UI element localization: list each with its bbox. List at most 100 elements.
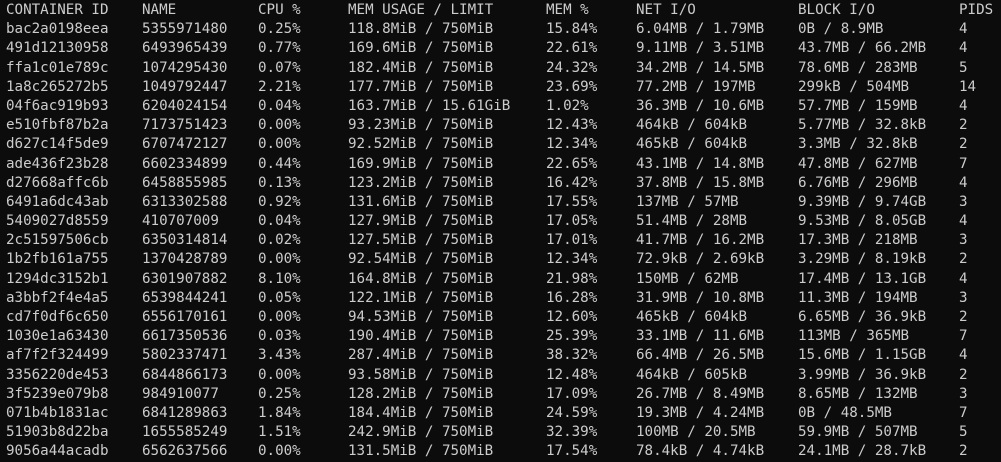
- mem-usage-cell: 93.23MiB / 750MiB: [348, 117, 494, 134]
- mem-pct-cell: 24.59%: [546, 404, 598, 421]
- block-io-cell: 17.4MB / 13.1GB: [798, 270, 927, 287]
- table-row: 1a8c265272b5 1049792447 2.21% 177.7MiB / 75…: [0, 78, 1001, 97]
- cpu-cell: 0.77%: [258, 40, 301, 57]
- block-io-cell: 6.76MB / 296MB: [798, 174, 918, 191]
- header-pids: PIDS: [959, 2, 994, 18]
- mem-pct-cell: 25.39%: [546, 328, 598, 345]
- pids-cell: 3: [959, 193, 968, 210]
- pids-cell: 4: [959, 347, 968, 364]
- cpu-cell: 0.25%: [258, 21, 301, 38]
- cpu-cell: 0.00%: [258, 309, 301, 325]
- block-io-cell: 17.3MB / 218MB: [798, 232, 918, 249]
- name-cell: 1049792447: [142, 78, 228, 95]
- mem-usage-cell: 92.54MiB / 750MiB: [348, 251, 494, 268]
- block-io-cell: 43.7MB / 66.2MB: [798, 40, 927, 57]
- net-io-cell: 37.8MB / 15.8MB: [636, 174, 765, 191]
- mem-pct-cell: 32.39%: [546, 424, 598, 441]
- mem-pct-cell: 22.65%: [546, 155, 598, 172]
- table-row: bac2a0198eea 5355971480 0.25% 118.8MiB / 75…: [0, 20, 1001, 39]
- table-row: 04f6ac919b93 6204024154 0.04% 163.7MiB / 15…: [0, 97, 1001, 116]
- table-row: 9056a44acadb 6562637566 0.00% 131.5MiB / 75…: [0, 442, 1001, 461]
- name-cell: 6350314814: [142, 232, 228, 249]
- pids-cell: 4: [959, 21, 968, 38]
- net-io-cell: 31.9MB / 10.8MB: [636, 289, 765, 306]
- pids-cell: 3: [959, 385, 968, 402]
- container-id-cell: af7f2f324499: [6, 347, 109, 364]
- table-row: 51903b8d22ba 1655585249 1.51% 242.9MiB / 75…: [0, 423, 1001, 442]
- pids-cell: 4: [959, 270, 968, 287]
- mem-usage-cell: 287.4MiB / 750MiB: [348, 347, 494, 364]
- mem-usage-cell: 118.8MiB / 750MiB: [348, 21, 494, 38]
- mem-usage-cell: 182.4MiB / 750MiB: [348, 59, 494, 76]
- name-cell: 7173751423: [142, 117, 228, 134]
- name-cell: 6841289863: [142, 404, 228, 421]
- container-id-cell: a3bbf2f4e4a5: [6, 289, 109, 306]
- mem-pct-cell: 22.61%: [546, 40, 598, 57]
- block-io-cell: 57.7MB / 159MB: [798, 97, 918, 114]
- block-io-cell: 113MB / 365MB: [798, 328, 910, 345]
- container-id-cell: 3f5239e079b8: [6, 385, 109, 402]
- mem-usage-cell: 190.4MiB / 750MiB: [348, 328, 494, 345]
- pids-cell: 5: [959, 424, 968, 441]
- mem-pct-cell: 16.42%: [546, 174, 598, 191]
- table-row: 5409027d8559 410707009 0.04% 127.9MiB / 750…: [0, 212, 1001, 231]
- block-io-cell: 11.3MB / 194MB: [798, 289, 918, 306]
- cpu-cell: 0.00%: [258, 443, 301, 460]
- net-io-cell: 41.7MB / 16.2MB: [636, 232, 765, 249]
- mem-usage-cell: 177.7MiB / 750MiB: [348, 78, 494, 95]
- container-id-cell: 51903b8d22ba: [6, 424, 109, 441]
- pids-cell: 2: [959, 251, 968, 268]
- cpu-cell: 0.05%: [258, 289, 301, 306]
- container-id-cell: 491d12130958: [6, 40, 109, 57]
- pids-cell: 3: [959, 232, 968, 249]
- pids-cell: 2: [959, 309, 968, 325]
- name-cell: 6562637566: [142, 443, 228, 460]
- mem-usage-cell: 94.53MiB / 750MiB: [348, 309, 494, 325]
- mem-usage-cell: 163.7MiB / 15.61GiB: [348, 97, 511, 114]
- mem-pct-cell: 12.43%: [546, 117, 598, 134]
- header-container-id: CONTAINER ID: [6, 2, 109, 18]
- pids-cell: 7: [959, 328, 968, 345]
- mem-pct-cell: 15.84%: [546, 21, 598, 38]
- container-id-cell: 1a8c265272b5: [6, 78, 109, 95]
- table-row: d27668affc6b 6458855985 0.13% 123.2MiB / 75…: [0, 174, 1001, 193]
- mem-usage-cell: 131.5MiB / 750MiB: [348, 443, 494, 460]
- block-io-cell: 0B / 48.5MB: [798, 404, 892, 421]
- pids-cell: 4: [959, 213, 968, 230]
- pids-cell: 2: [959, 136, 968, 153]
- name-cell: 984910077: [142, 385, 219, 402]
- pids-cell: 3: [959, 289, 968, 306]
- cpu-cell: 0.02%: [258, 232, 301, 249]
- pids-cell: 7: [959, 404, 968, 421]
- block-io-cell: 0B / 8.9MB: [798, 21, 884, 38]
- block-io-cell: 9.39MB / 9.74GB: [798, 193, 927, 210]
- table-row: ffa1c01e789c 1074295430 0.07% 182.4MiB / 75…: [0, 59, 1001, 78]
- table-row: 1294dc3152b1 6301907882 8.10% 164.8MiB / 75…: [0, 270, 1001, 289]
- pids-cell: 2: [959, 117, 968, 134]
- table-row: cd7f0df6c650 6556170161 0.00% 94.53MiB / 75…: [0, 308, 1001, 327]
- net-io-cell: 9.11MB / 3.51MB: [636, 40, 765, 57]
- cpu-cell: 0.03%: [258, 328, 301, 345]
- cpu-cell: 0.00%: [258, 366, 301, 383]
- table-row: 491d12130958 6493965439 0.77% 169.6MiB / 75…: [0, 39, 1001, 58]
- net-io-cell: 43.1MB / 14.8MB: [636, 155, 765, 172]
- name-cell: 6458855985: [142, 174, 228, 191]
- name-cell: 6204024154: [142, 97, 228, 114]
- container-id-cell: 6491a6dc43ab: [6, 193, 109, 210]
- net-io-cell: 19.3MB / 4.24MB: [636, 404, 765, 421]
- container-id-cell: ffa1c01e789c: [6, 59, 109, 76]
- cpu-cell: 8.10%: [258, 270, 301, 287]
- mem-usage-cell: 127.9MiB / 750MiB: [348, 213, 494, 230]
- cpu-cell: 0.00%: [258, 136, 301, 153]
- mem-pct-cell: 24.32%: [546, 59, 598, 76]
- table-header: CONTAINER ID NAME CPU % MEM USAGE / LIMI…: [0, 1, 1001, 20]
- container-id-cell: 04f6ac919b93: [6, 97, 109, 114]
- cpu-cell: 0.13%: [258, 174, 301, 191]
- header-block-io: BLOCK I/O: [798, 2, 875, 18]
- net-io-cell: 137MB / 57MB: [636, 193, 739, 210]
- net-io-cell: 77.2MB / 197MB: [636, 78, 756, 95]
- block-io-cell: 3.99MB / 36.9kB: [798, 366, 927, 383]
- pids-cell: 7: [959, 155, 968, 172]
- mem-usage-cell: 131.6MiB / 750MiB: [348, 193, 494, 210]
